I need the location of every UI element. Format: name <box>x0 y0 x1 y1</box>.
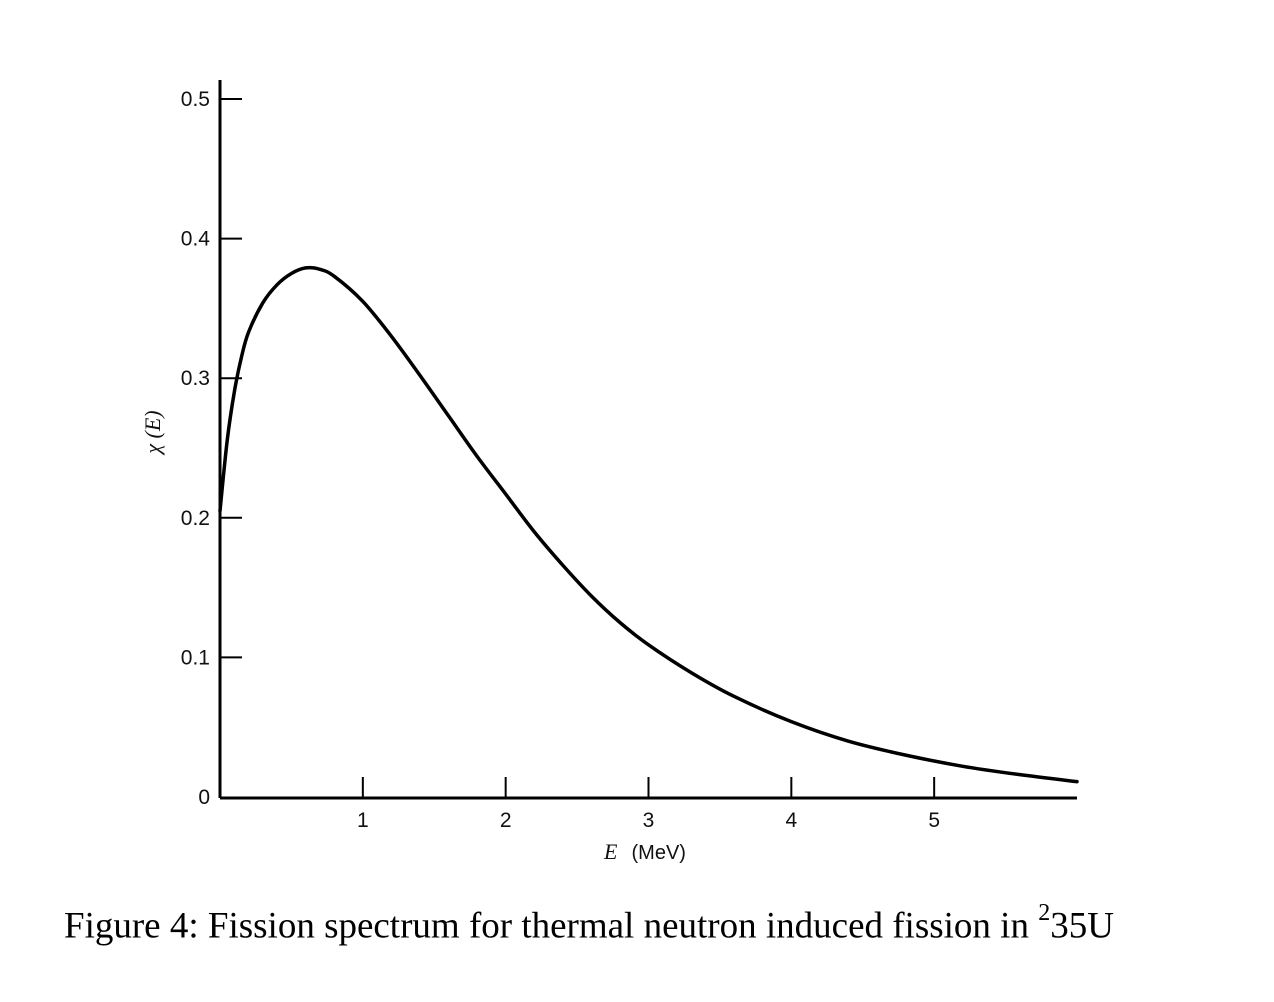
series-line <box>218 265 1079 784</box>
x-tick-label: 4 <box>785 809 797 832</box>
x-tick-label: 5 <box>928 809 940 832</box>
y-tick-label: 0 <box>198 786 210 809</box>
x-ticks: 1 2 3 4 5 <box>357 777 940 832</box>
x-tick-label: 2 <box>500 809 512 832</box>
y-axis-label: χ (E) <box>140 410 165 455</box>
y-tick-label: 0.1 <box>181 646 210 669</box>
y-tick-label: 0.4 <box>181 228 211 251</box>
x-axis-label-symbol: E <box>603 839 618 864</box>
x-tick-label: 3 <box>643 809 655 832</box>
figure-caption: Figure 4: Fission spectrum for thermal n… <box>64 900 1114 947</box>
caption-prefix: Figure 4: Fission spectrum for thermal n… <box>64 905 1039 947</box>
x-axis-label-unit: (MeV) <box>632 842 686 864</box>
caption-superscript: 2 <box>1038 900 1051 926</box>
y-tick-label: 0.3 <box>181 367 210 390</box>
y-tick-label: 0.5 <box>181 88 210 111</box>
axes <box>218 80 1077 800</box>
y-tick-label: 0.2 <box>181 507 210 530</box>
y-ticks: 0 0.1 0.2 0.3 0.4 0.5 <box>181 88 242 809</box>
x-axis-label: E (MeV) <box>603 839 686 864</box>
x-tick-label: 1 <box>357 809 369 832</box>
series <box>218 265 1079 784</box>
caption-suffix: 35U <box>1050 905 1114 947</box>
